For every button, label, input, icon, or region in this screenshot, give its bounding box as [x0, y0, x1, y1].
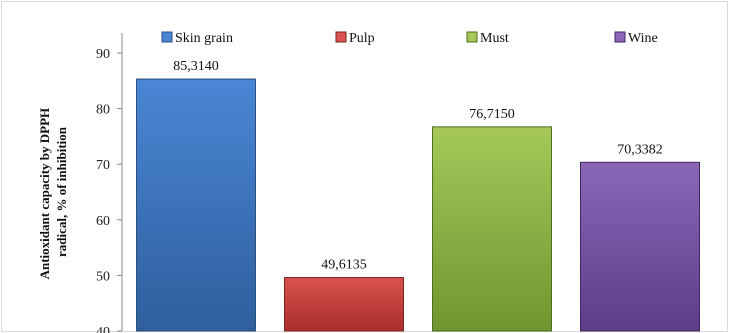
y-axis-label-line-2: radical, % of inhibition [54, 126, 69, 257]
legend-swatch [467, 32, 477, 42]
legend-item-label: Wine [628, 31, 658, 46]
data-label: 49,6135 [321, 258, 367, 273]
legend-swatch [336, 32, 346, 42]
data-label: 85,3140 [173, 59, 219, 74]
bar-skin-grain [137, 79, 256, 331]
y-tick-label: 70 [96, 158, 110, 173]
legend-item-label: Pulp [349, 31, 375, 46]
y-tick-group: 40 50 60 70 80 90 [96, 47, 110, 333]
y-tick-marks [117, 53, 122, 331]
data-label: 76,7150 [469, 107, 515, 122]
legend-swatch [162, 32, 172, 42]
y-tick-label: 60 [96, 214, 110, 229]
legend-swatch [615, 32, 625, 42]
legend-item-label: Skin grain [175, 31, 233, 46]
legend-item-label: Must [480, 31, 509, 46]
bar-group [137, 79, 700, 331]
bar-wine [581, 162, 700, 331]
bar-pulp [285, 278, 404, 331]
y-axis-label-line-1: Antioxidant capacity by DPPH [37, 108, 52, 280]
y-tick-label: 40 [96, 325, 110, 333]
data-label: 70,3382 [617, 142, 663, 157]
bar-must [433, 127, 552, 331]
legend: Skin grain Pulp Must Wine [162, 31, 658, 46]
y-tick-label: 50 [96, 269, 110, 284]
y-tick-label: 90 [96, 47, 110, 62]
y-axis-label: Antioxidant capacity by DPPH radical, % … [37, 105, 69, 280]
y-tick-label: 80 [96, 103, 110, 118]
